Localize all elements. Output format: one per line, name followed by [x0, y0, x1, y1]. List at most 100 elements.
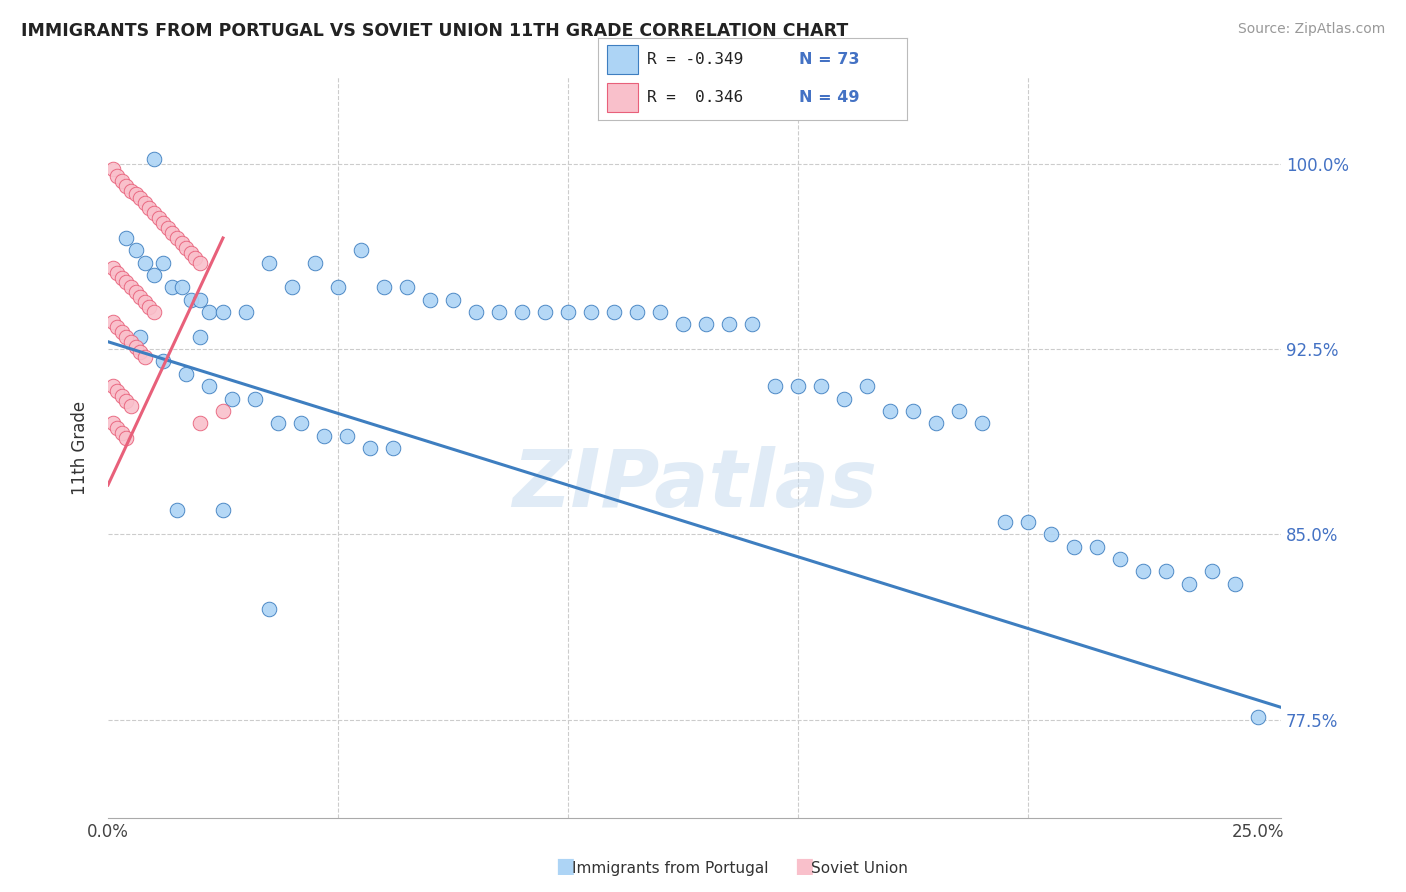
Text: Source: ZipAtlas.com: Source: ZipAtlas.com: [1237, 22, 1385, 37]
Text: N = 49: N = 49: [799, 90, 859, 105]
Point: [603, 305, 626, 319]
Point: [115, 179, 138, 194]
Text: ■: ■: [555, 856, 575, 876]
Point: [373, 280, 395, 294]
Point: [626, 305, 648, 319]
Point: [105, 169, 128, 184]
Point: [243, 392, 266, 406]
Point: [174, 367, 197, 381]
Point: [101, 416, 124, 430]
Point: [111, 270, 134, 285]
Point: [101, 315, 124, 329]
Point: [465, 305, 488, 319]
Point: [1201, 565, 1223, 579]
Point: [152, 216, 174, 230]
Point: [1178, 576, 1201, 591]
Point: [105, 384, 128, 398]
Point: [1154, 565, 1177, 579]
Point: [120, 280, 142, 294]
Point: [810, 379, 832, 393]
Point: [557, 305, 579, 319]
Point: [856, 379, 879, 393]
Text: Soviet Union: Soviet Union: [811, 861, 908, 876]
Point: [488, 305, 510, 319]
Point: [134, 256, 156, 270]
Point: [124, 340, 146, 354]
Point: [120, 399, 142, 413]
Point: [129, 330, 152, 344]
Point: [257, 256, 280, 270]
Text: Immigrants from Portugal: Immigrants from Portugal: [572, 861, 769, 876]
Point: [180, 245, 202, 260]
Point: [188, 256, 211, 270]
Point: [143, 305, 166, 319]
Point: [129, 344, 152, 359]
Point: [257, 601, 280, 615]
Point: [111, 174, 134, 188]
Point: [212, 305, 235, 319]
Point: [174, 241, 197, 255]
Point: [124, 285, 146, 300]
Point: [695, 318, 717, 332]
Point: [212, 404, 235, 418]
Point: [166, 231, 188, 245]
Point: [101, 260, 124, 275]
Point: [156, 221, 179, 235]
Point: [350, 244, 373, 258]
Point: [115, 431, 138, 445]
Point: [170, 235, 193, 250]
Point: [314, 428, 336, 442]
Point: [1223, 576, 1246, 591]
Point: [170, 280, 193, 294]
Text: IMMIGRANTS FROM PORTUGAL VS SOVIET UNION 11TH GRADE CORRELATION CHART: IMMIGRANTS FROM PORTUGAL VS SOVIET UNION…: [21, 22, 848, 40]
Point: [101, 161, 124, 176]
Point: [166, 502, 188, 516]
Point: [105, 319, 128, 334]
Point: [148, 211, 170, 226]
Point: [359, 441, 381, 455]
Point: [1063, 540, 1085, 554]
Point: [326, 280, 349, 294]
Point: [120, 184, 142, 198]
Point: [111, 389, 134, 403]
Point: [105, 421, 128, 435]
Point: [994, 515, 1017, 529]
Point: [879, 404, 901, 418]
Bar: [607, 83, 638, 112]
Point: [1109, 552, 1132, 566]
Point: [235, 305, 257, 319]
Point: [152, 256, 174, 270]
Point: [115, 231, 138, 245]
Point: [134, 295, 156, 310]
Point: [221, 392, 243, 406]
Point: [124, 186, 146, 201]
Bar: [607, 45, 638, 74]
Point: [212, 502, 235, 516]
Point: [198, 379, 221, 393]
Point: [1247, 710, 1270, 724]
Point: [304, 256, 326, 270]
Point: [925, 416, 948, 430]
Point: [441, 293, 464, 307]
Point: [534, 305, 557, 319]
Point: [111, 426, 134, 441]
Point: [111, 325, 134, 339]
Point: [134, 196, 156, 211]
Point: [138, 202, 160, 216]
Point: [143, 206, 166, 220]
Point: [741, 318, 763, 332]
Point: [832, 392, 855, 406]
Point: [267, 416, 290, 430]
Point: [717, 318, 740, 332]
Text: R =  0.346: R = 0.346: [647, 90, 744, 105]
Point: [281, 280, 304, 294]
Point: [129, 192, 152, 206]
Text: ZIPatlas: ZIPatlas: [512, 446, 877, 524]
Point: [1085, 540, 1108, 554]
Point: [188, 416, 211, 430]
Point: [510, 305, 533, 319]
Point: [648, 305, 671, 319]
Point: [948, 404, 970, 418]
Point: [1132, 565, 1154, 579]
Point: [419, 293, 441, 307]
